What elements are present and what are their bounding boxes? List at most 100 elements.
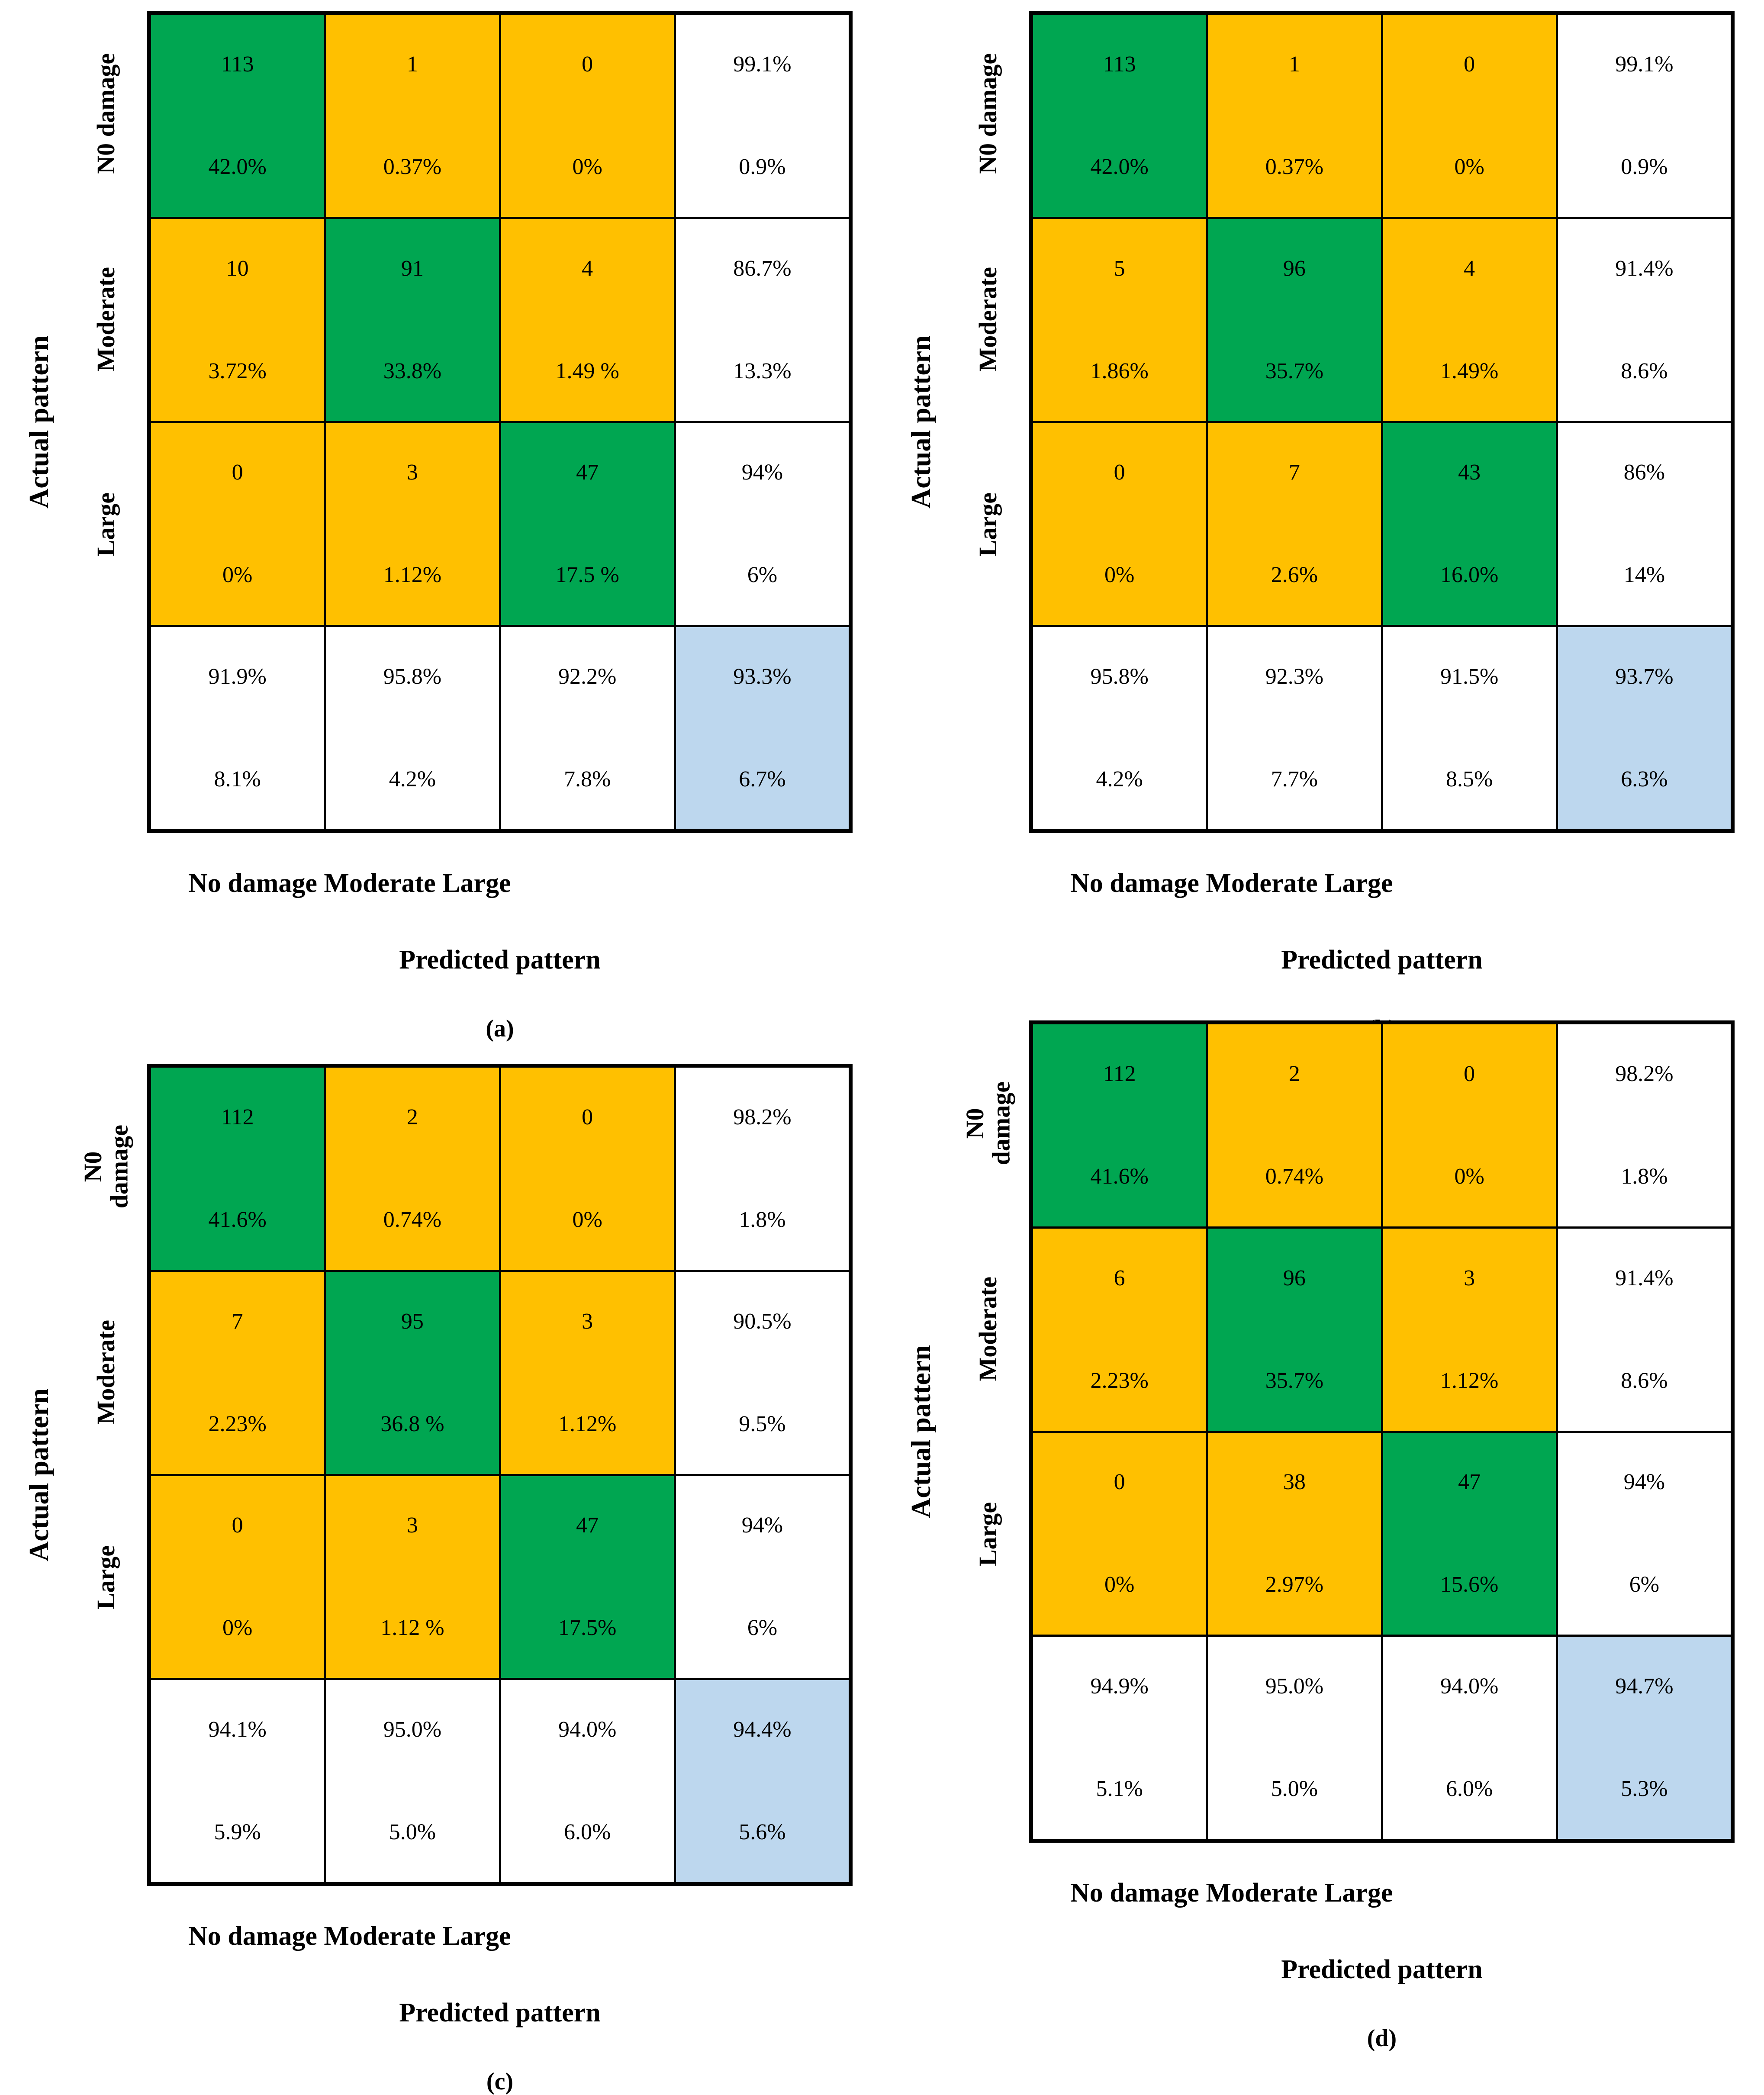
cell-bottom-value: 5.9% bbox=[214, 1820, 261, 1845]
cell-bottom-value: 6.0% bbox=[563, 1820, 611, 1845]
cell-bottom-value: 1.8% bbox=[1621, 1164, 1668, 1189]
row-label-spacer bbox=[947, 1637, 1029, 1843]
cell-top-value: 0 bbox=[1114, 460, 1125, 485]
matrix-cell: 95.8% 4.2% bbox=[326, 627, 499, 829]
cell-bottom-value: 17.5% bbox=[558, 1615, 617, 1641]
confusion-matrix-panel: Actual pattern N0 damage Moderate Large 113 4… bbox=[882, 0, 1764, 1041]
cell-top-value: 7 bbox=[232, 1309, 243, 1334]
matrix-cell: 3 1.12 % bbox=[326, 1476, 499, 1678]
cell-bottom-value: 35.7% bbox=[1265, 1368, 1324, 1393]
cell-top-value: 86.7% bbox=[733, 256, 792, 281]
matrix-cell: 113 42.0% bbox=[151, 15, 324, 217]
cell-bottom-value: 0.9% bbox=[1621, 154, 1668, 179]
matrix-cell: 0 0% bbox=[501, 1068, 674, 1270]
row-label: Large bbox=[65, 422, 147, 628]
matrix-cell: 3 1.12% bbox=[501, 1271, 674, 1474]
cell-top-value: 98.2% bbox=[733, 1104, 792, 1130]
matrix-area: Actual pattern N0 damage Moderate Large 113 4… bbox=[895, 11, 1735, 833]
x-category-labels: No damage Moderate Large bbox=[188, 869, 511, 898]
matrix-cell: 1 0.37% bbox=[326, 15, 499, 217]
cell-bottom-value: 1.12 % bbox=[380, 1615, 444, 1641]
matrix-cell: 98.2% 1.8% bbox=[1558, 1024, 1731, 1226]
row-label-text: Large bbox=[91, 492, 120, 557]
cell-bottom-value: 1.86% bbox=[1090, 358, 1149, 383]
cell-top-value: 92.2% bbox=[558, 664, 617, 689]
matrix-cell: 5 1.86% bbox=[1033, 219, 1206, 421]
x-category-labels: No damage Moderate Large bbox=[1070, 869, 1393, 898]
cell-bottom-value: 6.0% bbox=[1445, 1776, 1493, 1802]
row-label-text: Moderate bbox=[973, 1276, 1002, 1381]
row-label: Moderate bbox=[947, 216, 1029, 422]
cell-bottom-value: 42.0% bbox=[208, 154, 267, 179]
cell-top-value: 0 bbox=[582, 51, 593, 77]
row-label-spacer bbox=[65, 1680, 147, 1886]
cell-top-value: 0 bbox=[1464, 1061, 1475, 1086]
cell-top-value: 94.7% bbox=[1615, 1674, 1674, 1699]
y-axis-label: Actual pattern bbox=[23, 335, 54, 508]
cell-top-value: 99.1% bbox=[733, 51, 792, 77]
row-labels: N0 damage Moderate Large bbox=[65, 1064, 147, 1886]
cell-top-value: 95.0% bbox=[1265, 1674, 1324, 1699]
cell-bottom-value: 3.72% bbox=[208, 358, 267, 383]
matrix-cell: 96 35.7% bbox=[1208, 1228, 1381, 1431]
cell-top-value: 94.0% bbox=[558, 1717, 617, 1742]
cell-bottom-value: 1.49% bbox=[1440, 358, 1499, 383]
cell-bottom-value: 1.12% bbox=[383, 563, 442, 588]
matrix-cell: 90.5% 9.5% bbox=[676, 1271, 849, 1474]
cell-bottom-value: 1.12% bbox=[1440, 1368, 1499, 1393]
cell-top-value: 91.5% bbox=[1440, 664, 1499, 689]
matrix-cell: 0 0% bbox=[1383, 1024, 1556, 1226]
row-label: N0 damage bbox=[65, 1064, 147, 1269]
matrix-cell: 86% 14% bbox=[1558, 423, 1731, 625]
matrix-cell: 96 35.7% bbox=[1208, 219, 1381, 421]
panel-caption: (d) bbox=[1367, 2025, 1397, 2052]
row-label-text: Large bbox=[973, 492, 1002, 557]
cell-bottom-value: 2.23% bbox=[208, 1411, 267, 1436]
matrix-cell: 0 0% bbox=[151, 1476, 324, 1678]
matrix-cell: 94.7% 5.3% bbox=[1558, 1637, 1731, 1839]
matrix-cell: 38 2.97% bbox=[1208, 1432, 1381, 1635]
cell-bottom-value: 4.2% bbox=[1096, 767, 1143, 792]
cell-top-value: 112 bbox=[221, 1104, 254, 1130]
matrix-area: Actual pattern N0 damage Moderate Large 112 4… bbox=[895, 1020, 1735, 1843]
cell-bottom-value: 0.74% bbox=[383, 1207, 442, 1232]
matrix-cell: 94% 6% bbox=[1558, 1432, 1731, 1635]
row-label-text: Moderate bbox=[91, 267, 120, 372]
cell-bottom-value: 0% bbox=[572, 154, 602, 179]
cell-bottom-value: 42.0% bbox=[1090, 154, 1149, 179]
cell-top-value: 2 bbox=[406, 1104, 418, 1130]
row-label-spacer bbox=[65, 628, 147, 833]
row-label: Large bbox=[947, 1432, 1029, 1637]
cell-top-value: 90.5% bbox=[733, 1309, 792, 1334]
row-label-text: N0 damage bbox=[973, 53, 1002, 174]
cell-top-value: 86% bbox=[1623, 460, 1665, 485]
row-label: Large bbox=[947, 422, 1029, 628]
cell-top-value: 10 bbox=[226, 256, 249, 281]
cell-bottom-value: 33.8% bbox=[383, 358, 442, 383]
cell-top-value: 1 bbox=[1288, 51, 1300, 77]
matrix-cell: 91 33.8% bbox=[326, 219, 499, 421]
matrix-cell: 91.5% 8.5% bbox=[1383, 627, 1556, 829]
matrix-cell: 113 42.0% bbox=[1033, 15, 1206, 217]
matrix-table: 112 41.6% 2 0.74% 0 0% 98.2% 1.8% 6 2.23% 96 35.7% 3… bbox=[1029, 1020, 1735, 1843]
cell-top-value: 95 bbox=[401, 1309, 424, 1334]
cell-bottom-value: 7.7% bbox=[1271, 767, 1318, 792]
cell-top-value: 47 bbox=[576, 1513, 599, 1538]
cell-top-value: 3 bbox=[406, 460, 418, 485]
cell-bottom-value: 41.6% bbox=[1090, 1164, 1149, 1189]
cell-bottom-value: 2.6% bbox=[1271, 563, 1318, 588]
row-label: N0 damage bbox=[65, 11, 147, 216]
matrix-cell: 91.4% 8.6% bbox=[1558, 219, 1731, 421]
row-label-text: Large bbox=[91, 1545, 120, 1610]
cell-bottom-value: 1.8% bbox=[739, 1207, 786, 1232]
cell-bottom-value: 1.49 % bbox=[555, 358, 619, 383]
matrix-cell: 94% 6% bbox=[676, 423, 849, 625]
cell-bottom-value: 5.0% bbox=[1271, 1776, 1318, 1802]
matrix-cell: 47 17.5 % bbox=[501, 423, 674, 625]
cell-top-value: 94% bbox=[1623, 1470, 1665, 1495]
matrix-cell: 6 2.23% bbox=[1033, 1228, 1206, 1431]
matrix-cell: 99.1% 0.9% bbox=[676, 15, 849, 217]
matrix-area: Actual pattern N0 damage Moderate Large 113 4… bbox=[13, 11, 853, 833]
cell-top-value: 99.1% bbox=[1615, 51, 1674, 77]
matrix-cell: 43 16.0% bbox=[1383, 423, 1556, 625]
